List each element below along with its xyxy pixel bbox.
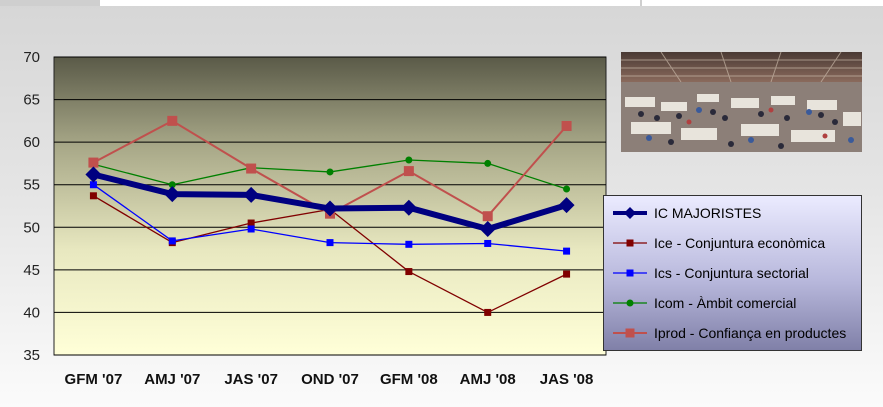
data-point bbox=[322, 200, 338, 217]
legend-item: Icom - Àmbit comercial bbox=[612, 292, 860, 314]
x-tick-label: OND '07 bbox=[301, 371, 359, 388]
data-point bbox=[405, 156, 413, 164]
data-point bbox=[89, 181, 97, 189]
data-point bbox=[484, 239, 492, 247]
data-point bbox=[326, 239, 334, 247]
data-point bbox=[247, 225, 255, 233]
x-tick-label: JAS '08 bbox=[540, 371, 594, 388]
market-photo bbox=[621, 52, 862, 152]
data-point bbox=[326, 168, 334, 176]
legend-item: Ice - Conjuntura econòmica bbox=[612, 232, 860, 254]
legend-swatch bbox=[613, 269, 647, 277]
y-tick-label: 50 bbox=[23, 219, 40, 236]
legend-swatch bbox=[613, 207, 647, 219]
x-tick-label: AMJ '08 bbox=[460, 371, 516, 388]
data-point bbox=[479, 220, 496, 237]
data-point bbox=[246, 163, 257, 174]
legend-label: Icom - Àmbit comercial bbox=[654, 295, 797, 311]
y-axis: 70 65 60 55 50 45 40 35 bbox=[23, 49, 40, 364]
y-tick-label: 45 bbox=[23, 262, 40, 279]
data-point bbox=[405, 268, 413, 276]
legend-label: IC MAJORISTES bbox=[654, 205, 762, 221]
data-point bbox=[88, 157, 99, 168]
data-point bbox=[85, 166, 102, 183]
data-point bbox=[563, 270, 571, 278]
legend-label: Ice - Conjuntura econòmica bbox=[654, 235, 826, 251]
x-tick-label: AMJ '07 bbox=[144, 371, 200, 388]
data-point bbox=[247, 219, 255, 227]
legend-swatch bbox=[613, 299, 647, 307]
x-tick-label: GFM '08 bbox=[380, 371, 438, 388]
series-0 bbox=[85, 166, 575, 237]
x-tick-label: JAS '07 bbox=[224, 371, 278, 388]
data-point bbox=[405, 240, 413, 248]
data-point bbox=[561, 120, 572, 131]
data-point bbox=[484, 308, 492, 316]
series-2 bbox=[89, 181, 571, 255]
data-point bbox=[484, 159, 492, 167]
data-point bbox=[563, 247, 571, 255]
data-point bbox=[167, 115, 178, 126]
legend-item: Ics - Conjuntura sectorial bbox=[612, 262, 860, 284]
legend-item: Iprod - Confiança en productes bbox=[612, 322, 860, 344]
data-point bbox=[168, 181, 176, 189]
x-tick-label: GFM '07 bbox=[65, 371, 123, 388]
data-point bbox=[482, 211, 493, 222]
x-axis: GFM '07 AMJ '07 JAS '07 OND '07 GFM '08 AMJ '… bbox=[65, 371, 594, 388]
y-tick-label: 70 bbox=[23, 49, 40, 66]
legend-label: Iprod - Confiança en productes bbox=[654, 325, 847, 341]
data-point bbox=[403, 166, 414, 177]
data-point bbox=[400, 199, 417, 216]
data-point bbox=[563, 185, 571, 193]
data-point bbox=[164, 186, 181, 203]
series-group bbox=[85, 115, 575, 316]
y-tick-label: 55 bbox=[23, 177, 40, 194]
legend-swatch bbox=[613, 328, 647, 338]
data-point bbox=[168, 237, 176, 245]
legend-item: IC MAJORISTES bbox=[612, 202, 860, 224]
data-point bbox=[243, 186, 260, 203]
y-tick-label: 65 bbox=[23, 92, 40, 109]
legend-label: Ics - Conjuntura sectorial bbox=[654, 265, 809, 281]
y-tick-label: 40 bbox=[23, 304, 40, 321]
legend-swatch bbox=[613, 239, 647, 247]
data-point bbox=[89, 192, 97, 200]
top-strip bbox=[0, 0, 883, 6]
legend: IC MAJORISTES Ice - Conjuntura econòmica I… bbox=[603, 195, 862, 351]
y-tick-label: 35 bbox=[23, 347, 40, 364]
y-tick-label: 60 bbox=[23, 134, 40, 151]
data-point bbox=[558, 197, 575, 214]
